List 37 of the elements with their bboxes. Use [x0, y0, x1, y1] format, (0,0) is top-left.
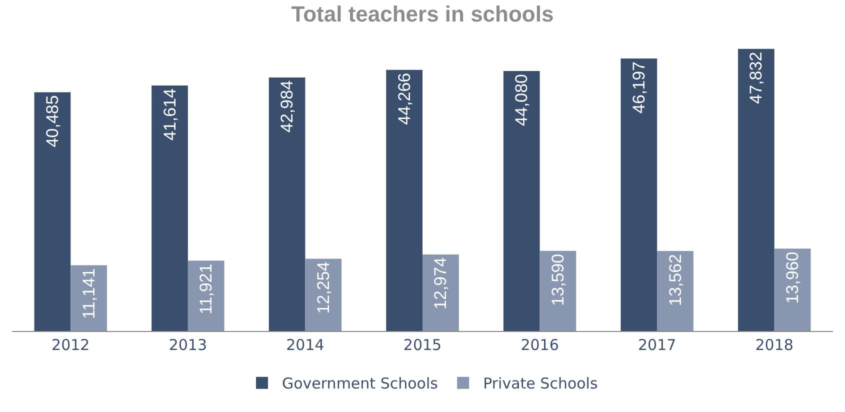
bar — [188, 260, 224, 331]
x-tick-label: 2015 — [403, 336, 442, 354]
data-label: 13,562 — [666, 254, 685, 306]
chart-title: Total teachers in schools — [291, 2, 554, 27]
x-tick-label: 2018 — [755, 336, 794, 354]
data-label: 13,960 — [783, 252, 802, 304]
legend-label: Government Schools — [282, 374, 438, 393]
x-tick-label: 2016 — [520, 336, 559, 354]
data-label: 12,254 — [314, 262, 333, 314]
bar — [422, 254, 459, 331]
data-label: 47,832 — [746, 52, 766, 104]
bar — [738, 48, 774, 331]
data-label: 13,590 — [548, 254, 568, 306]
bar — [620, 58, 658, 331]
bar — [657, 251, 694, 331]
bar — [503, 70, 540, 331]
x-tick-label: 2012 — [52, 336, 90, 354]
x-tick-label: 2013 — [168, 336, 208, 354]
bar — [386, 70, 422, 331]
bar — [305, 258, 342, 331]
data-label: 46,197 — [629, 61, 648, 114]
bar — [152, 86, 188, 331]
data-label: 12,974 — [431, 257, 450, 310]
data-label: 41,614 — [160, 88, 180, 141]
legend-label: Private Schools — [483, 374, 598, 393]
x-tick-label: 2017 — [638, 336, 676, 354]
data-label: 40,485 — [42, 95, 62, 148]
data-label: 11,921 — [196, 264, 216, 314]
data-label: 44,266 — [394, 72, 414, 125]
bar — [268, 77, 306, 331]
bar — [34, 92, 71, 331]
data-label: 42,984 — [278, 80, 297, 132]
data-label: 44,080 — [512, 74, 532, 126]
bar — [774, 248, 811, 331]
data-label: 11,141 — [79, 268, 98, 320]
x-tick-label: 2014 — [286, 336, 324, 354]
bar — [70, 265, 107, 331]
